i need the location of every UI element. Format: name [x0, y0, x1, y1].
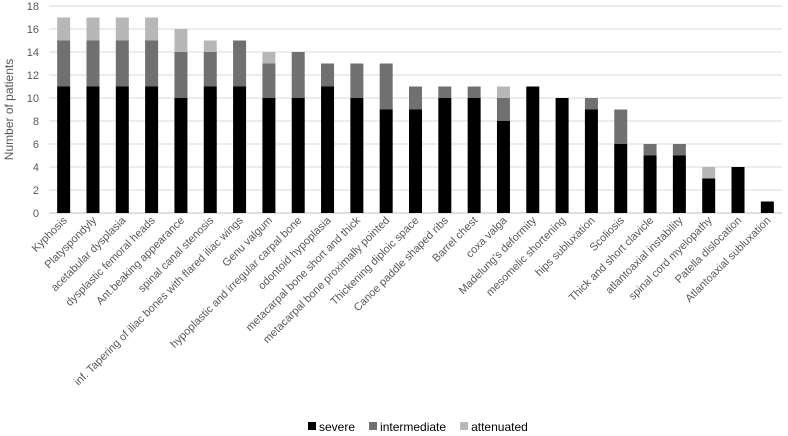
bar-intermediate [467, 86, 481, 98]
bar-severe [672, 155, 686, 213]
bar-intermediate [672, 144, 686, 156]
legend-label: severe [319, 420, 355, 434]
bar-severe [438, 98, 452, 213]
bar-severe [115, 86, 129, 213]
bar-severe [203, 86, 217, 213]
y-tick-label: 6 [33, 139, 39, 151]
y-tick-label: 10 [27, 93, 39, 105]
y-axis-label: Number of patients [2, 59, 16, 160]
y-tick-label: 2 [33, 185, 39, 197]
y-tick-label: 14 [27, 47, 39, 59]
bar-severe [262, 98, 276, 213]
bar-intermediate [379, 63, 393, 110]
bar-intermediate [584, 98, 598, 110]
bar-intermediate [203, 52, 217, 87]
bar-severe [702, 178, 716, 213]
legend-swatch [308, 422, 316, 430]
bar-attenuated [203, 40, 217, 52]
bar-intermediate [291, 52, 305, 98]
bar-attenuated [86, 17, 100, 41]
legend-label: intermediate [380, 420, 446, 434]
bar-attenuated [115, 17, 129, 41]
bar-intermediate [262, 63, 276, 98]
legend-swatch [369, 422, 378, 430]
bar-intermediate [614, 109, 628, 144]
y-tick-label: 12 [27, 70, 39, 82]
bar-intermediate [321, 63, 335, 87]
bar-attenuated [174, 29, 188, 52]
bar-severe [731, 167, 745, 213]
bar-attenuated [57, 17, 71, 41]
bar-severe [584, 109, 598, 213]
bar-intermediate [438, 86, 452, 98]
bar-severe [643, 155, 657, 213]
bar-intermediate [409, 86, 422, 110]
y-tick-label: 18 [27, 1, 39, 13]
bar-intermediate [86, 40, 100, 87]
bar-severe [409, 109, 422, 213]
bar-severe [614, 144, 628, 213]
bar-severe [467, 98, 481, 213]
y-tick-label: 4 [33, 162, 39, 174]
bar-attenuated [145, 17, 159, 41]
bar-severe [496, 121, 510, 213]
y-tick-label: 8 [33, 116, 39, 128]
bar-severe [57, 86, 71, 213]
bar-severe [555, 98, 569, 213]
bar-severe [145, 86, 159, 213]
bar-severe [379, 109, 393, 213]
bar-attenuated [702, 167, 716, 179]
bar-intermediate [57, 40, 71, 87]
y-tick-label: 0 [33, 208, 39, 220]
bar-attenuated [496, 86, 510, 98]
bar-intermediate [174, 52, 188, 98]
bar-severe [291, 98, 305, 213]
bar-severe [233, 86, 247, 213]
bar-severe [86, 86, 100, 213]
bar-intermediate [496, 98, 510, 121]
bar-severe [526, 86, 540, 213]
bar-intermediate [233, 40, 247, 87]
legend-label: attenuated [471, 420, 528, 434]
bar-intermediate [115, 40, 129, 87]
bar-severe [350, 98, 364, 213]
bar-severe [321, 86, 335, 213]
y-tick-label: 16 [27, 24, 39, 36]
bar-intermediate [643, 144, 657, 156]
bar-intermediate [350, 63, 364, 98]
legend-swatch [460, 422, 469, 430]
bar-severe [174, 98, 188, 213]
bar-attenuated [262, 52, 276, 64]
bar-intermediate [145, 40, 159, 87]
bar-severe [760, 201, 774, 213]
